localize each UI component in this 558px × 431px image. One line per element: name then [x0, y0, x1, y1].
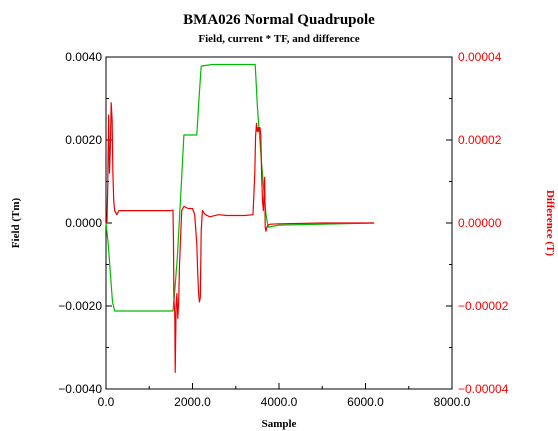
x-tick-label: 0.0 [98, 395, 115, 409]
y-left-tick-label: −0.0040 [58, 382, 102, 396]
y-left-tick-label: −0.0020 [58, 299, 102, 313]
series-line-field [105, 63, 375, 312]
y-left-tick-label: 0.0000 [65, 216, 102, 230]
y-left-tick-label: 0.0040 [65, 50, 102, 64]
y-right-tick-label: 0.00004 [458, 50, 502, 64]
y-axis-right-label: Difference (T) [544, 190, 556, 256]
y-left-tick-label: 0.0020 [65, 133, 102, 147]
y-right-tick-label: −0.00004 [458, 382, 509, 396]
x-tick-label: 4000.0 [261, 395, 298, 409]
series-layer [105, 63, 375, 373]
series-line-difference [106, 102, 375, 373]
tick-layer: 0.0 2000.0 4000.0 6000.0 8000.0 −0.0040 −0.002… [58, 50, 508, 409]
x-axis-label: Sample [262, 418, 297, 430]
x-tick-label: 6000.0 [347, 395, 384, 409]
y-axis-left-label: Field (Tm) [10, 197, 22, 248]
x-tick-label: 2000.0 [174, 395, 211, 409]
y-right-tick-label: 0.00000 [458, 216, 502, 230]
plot-frame [105, 56, 453, 390]
chart-subtitle: Field, current * TF, and difference [198, 33, 359, 45]
y-right-tick-label: −0.00002 [458, 299, 509, 313]
x-tick-label: 8000.0 [434, 395, 471, 409]
chart-title: BMA026 Normal Quadrupole [183, 12, 375, 28]
y-right-tick-label: 0.00002 [458, 133, 502, 147]
